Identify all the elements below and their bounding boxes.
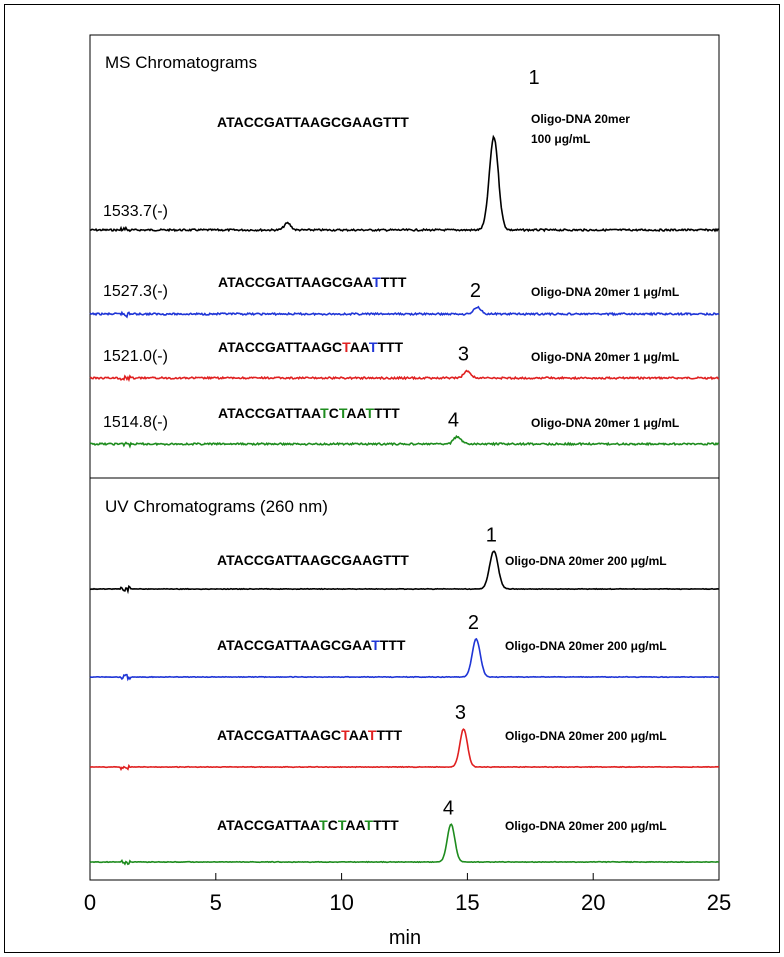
peak-label: 1 <box>528 67 539 89</box>
x-tick-label: 0 <box>84 890 96 915</box>
sequence-segment: T <box>338 817 347 833</box>
sequence-segment: T <box>369 339 378 355</box>
sequence-segment: T <box>372 274 381 290</box>
trace-line <box>89 369 720 383</box>
sequence-segment: T <box>366 405 375 421</box>
trace-line <box>89 637 720 682</box>
sequence-segment: ATACCGATTAAGCGAA <box>218 274 373 290</box>
x-axis-label: min <box>389 927 421 949</box>
peak-label: 4 <box>448 409 459 431</box>
mz-label: 1514.8(-) <box>103 414 168 431</box>
sequence-label: ATACCGATTAAGCGAATTTT <box>218 274 407 290</box>
trace-line <box>89 134 720 233</box>
sequence-segment: T <box>342 339 351 355</box>
x-tick-label: 10 <box>329 890 353 915</box>
mz-label: 1521.0(-) <box>103 348 168 365</box>
concentration-label: Oligo-DNA 20mer 1 μg/mL <box>531 285 679 299</box>
x-tick-label: 5 <box>210 890 222 915</box>
sequence-label: ATACCGATTAATCTAATTTT <box>218 405 400 421</box>
peak-label: 1 <box>486 524 497 546</box>
sequence-segment: ATACCGATTAA <box>217 817 320 833</box>
panel-ms: MS Chromatograms 1533.7(-) 1 ATACCGATTAAGCG… <box>89 34 720 479</box>
sequence-label: ATACCGATTAAGCTAATTTT <box>218 339 404 355</box>
peak-label: 2 <box>468 612 479 634</box>
peak-label: 3 <box>455 702 466 724</box>
trace-line <box>89 550 720 595</box>
trace-line <box>89 823 719 866</box>
concentration-label: Oligo-DNA 20mer 200 μg/mL <box>505 639 667 653</box>
sequence-segment: TTT <box>376 727 402 743</box>
sequence-segment: T <box>371 637 380 653</box>
plot-area <box>89 34 720 479</box>
mz-label: 1533.7(-) <box>103 203 168 220</box>
x-tick-label: 15 <box>455 890 479 915</box>
trace-3: 1521.0(-) 3ATACCGATTAAGCTAATTTTOligo-DNA … <box>89 339 720 383</box>
panel-uv: UV Chromatograms (260 nm) 1 ATACCGATTAAGCG… <box>89 477 720 881</box>
concentration-label: Oligo-DNA 20mer 1 μg/mL <box>531 416 679 430</box>
panel-title: MS Chromatograms <box>105 53 257 72</box>
x-tick-label: 20 <box>581 890 605 915</box>
sequence-label: ATACCGATTAAGCTAATTTT <box>217 727 403 743</box>
sequence-segment: AA <box>345 817 365 833</box>
concentration-label: Oligo-DNA 20mer 200 μg/mL <box>505 554 667 568</box>
sequence-segment: AA <box>350 339 370 355</box>
trace-1: 1 ATACCGATTAAGCGAAGTTT Oligo-DNA 20mer 200… <box>89 524 720 595</box>
trace-line <box>89 305 720 319</box>
trace-1: 1533.7(-) 1 ATACCGATTAAGCGAAGTTT Oligo-DNA … <box>89 67 720 233</box>
trace-2: 1527.3(-) 2ATACCGATTAAGCGAATTTTOligo-DNA … <box>89 274 720 319</box>
sequence-label: ATACCGATTAAGCGAAGTTT <box>217 114 409 130</box>
trace-4: 1514.8(-) 4ATACCGATTAATCTAATTTTOligo-DNA … <box>89 405 719 449</box>
concentration-label: Oligo-DNA 20mer <box>531 112 630 126</box>
sequence-segment: TTT <box>373 817 399 833</box>
sequence-label: ATACCGATTAATCTAATTTT <box>217 817 399 833</box>
sequence-segment: TTT <box>377 339 403 355</box>
sequence-segment: ATACCGATTAAGC <box>217 727 341 743</box>
sequence-segment: T <box>365 817 374 833</box>
sequence-segment: TTT <box>380 637 406 653</box>
sequence-segment: C <box>328 817 338 833</box>
concentration-label: 100 μg/mL <box>531 132 590 146</box>
sequence-label: ATACCGATTAAGCGAAGTTT <box>217 552 409 568</box>
sequence-segment: T <box>320 405 329 421</box>
concentration-label: Oligo-DNA 20mer 200 μg/mL <box>505 729 667 743</box>
sequence-segment: T <box>339 405 348 421</box>
trace-line <box>89 434 719 449</box>
x-tick-label: 25 <box>707 890 731 915</box>
concentration-label: Oligo-DNA 20mer 200 μg/mL <box>505 819 667 833</box>
panel-title: UV Chromatograms (260 nm) <box>105 497 328 516</box>
x-axis: 0 5 10 15 20 25 <box>84 873 731 915</box>
chart-panels: MS Chromatograms 1533.7(-) 1 ATACCGATTAAGCG… <box>89 34 720 881</box>
sequence-segment: AA <box>349 727 369 743</box>
sequence-segment: C <box>329 405 339 421</box>
trace-line <box>89 728 720 772</box>
plot-area <box>89 477 720 881</box>
sequence-segment: ATACCGATTAAGC <box>218 339 342 355</box>
peak-label: 4 <box>443 797 454 819</box>
sequence-segment: ATACCGATTAAGCGAAGTTT <box>217 114 409 130</box>
mz-label: 1527.3(-) <box>103 283 168 300</box>
sequence-segment: T <box>319 817 328 833</box>
sequence-segment: T <box>341 727 350 743</box>
concentration-label: Oligo-DNA 20mer 1 μg/mL <box>531 350 679 364</box>
peak-label: 2 <box>470 280 481 302</box>
sequence-label: ATACCGATTAAGCGAATTTT <box>217 637 406 653</box>
sequence-segment: ATACCGATTAAGCGAAGTTT <box>217 552 409 568</box>
sequence-segment: T <box>368 727 377 743</box>
sequence-segment: TTT <box>374 405 400 421</box>
sequence-segment: TTT <box>381 274 407 290</box>
peak-label: 3 <box>458 344 469 366</box>
sequence-segment: ATACCGATTAA <box>218 405 321 421</box>
sequence-segment: AA <box>346 405 366 421</box>
sequence-segment: ATACCGATTAAGCGAA <box>217 637 372 653</box>
